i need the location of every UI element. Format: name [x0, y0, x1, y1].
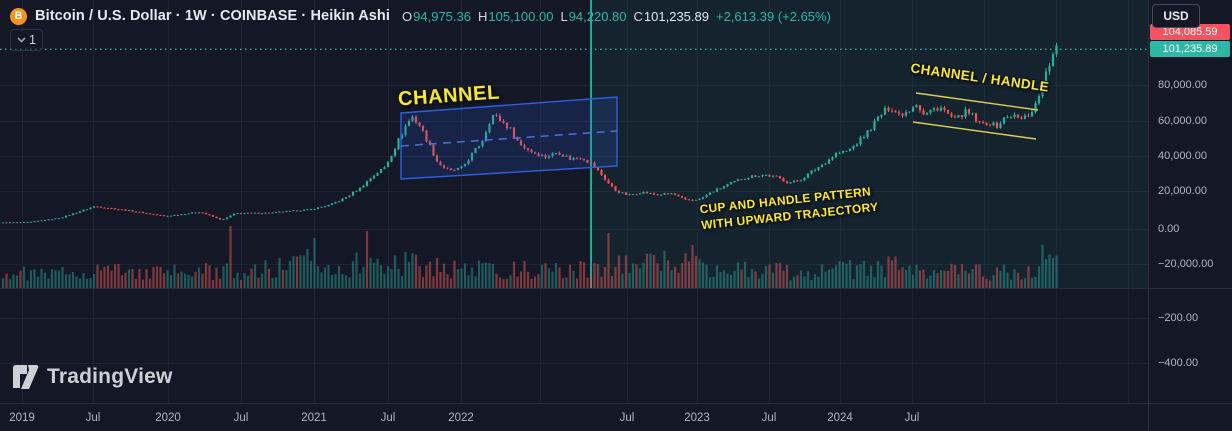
time-tick-label: Jul	[233, 412, 249, 424]
time-tick-label: Jul	[761, 412, 777, 424]
bitcoin-icon: B	[10, 7, 27, 25]
price-tick-label: 80,000.00	[1158, 79, 1207, 91]
chevron-down-icon	[17, 37, 26, 43]
change-value: +2,613.39 (+2.65%)	[716, 8, 831, 24]
collapse-count: 1	[29, 33, 36, 47]
pane-separator[interactable]	[0, 288, 1232, 289]
close-label: C	[633, 8, 643, 24]
time-tick-label: 2021	[301, 412, 327, 424]
time-tick-label: 2023	[684, 412, 710, 424]
time-tick-label: Jul	[904, 412, 920, 424]
price-tick-label: 20,000.00	[1158, 185, 1207, 197]
price-tick-label: −200.00	[1158, 312, 1199, 324]
price-badge-red: 104,085.59	[1150, 24, 1230, 40]
low-value: 94,220.80	[568, 8, 627, 24]
high-label: H	[477, 8, 488, 24]
open-label: O	[402, 8, 413, 24]
price-tick-label: −20,000.00	[1158, 258, 1214, 270]
time-tick-label: Jul	[619, 412, 635, 424]
time-axis[interactable]: 2019 Jul 2020 Jul 2021 Jul 2022 Jul 2023 Jul 2024 J…	[0, 403, 1148, 431]
open-value: 94,975.36	[413, 8, 471, 24]
price-axis[interactable]: 104,085.59 101,235.89 USD 80,000.00 60,00…	[1148, 0, 1232, 403]
low-label: L	[560, 8, 568, 24]
close-value: 101,235.89	[643, 8, 709, 24]
ohlc-values: O 94,975.36 H 105,100.00 L 94,220.80 C 101,2…	[402, 9, 831, 24]
time-tick-label: 2022	[448, 412, 474, 424]
price-chart-canvas[interactable]	[0, 0, 1148, 403]
price-tick-label: 40,000.00	[1158, 150, 1207, 162]
high-value: 105,100.00	[488, 8, 554, 24]
price-badge-last: 101,235.89	[1150, 41, 1230, 57]
axis-corner	[1148, 403, 1232, 431]
time-tick-label: 2020	[155, 412, 181, 424]
price-tick-label: 60,000.00	[1158, 115, 1207, 127]
tradingview-logo-text: TradingView	[47, 365, 173, 388]
time-tick-label: 2019	[9, 412, 35, 424]
time-tick-label: Jul	[85, 412, 101, 424]
chart-legend: B Bitcoin / U.S. Dollar · 1W · COINBASE …	[10, 5, 831, 27]
time-tick-label: Jul	[380, 412, 396, 424]
tradingview-logo-icon	[13, 365, 39, 389]
price-tick-label: 0.00	[1158, 223, 1180, 235]
tradingview-logo[interactable]: TradingView	[12, 364, 173, 390]
price-tick-label: −400.00	[1158, 357, 1199, 369]
price-axis-pane-separator	[1149, 288, 1232, 289]
time-tick-label: 2024	[827, 412, 853, 424]
symbol-title[interactable]: Bitcoin / U.S. Dollar · 1W · COINBASE · …	[35, 8, 391, 24]
legend-collapse-button[interactable]: 1	[10, 29, 43, 51]
currency-toggle-button[interactable]: USD	[1152, 4, 1200, 28]
